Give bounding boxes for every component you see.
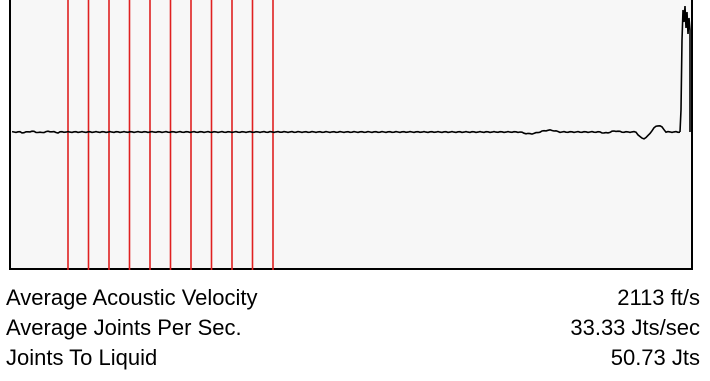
acoustic-trace-line xyxy=(11,124,681,140)
plot-area xyxy=(9,0,693,270)
readout-row-joints-to-liquid: Joints To Liquid 50.73 Jts xyxy=(0,343,710,373)
acoustic-velocity-value: 2113 ft/s xyxy=(617,285,700,310)
joints-per-sec-label: Average Joints Per Sec. xyxy=(6,315,242,340)
joints-per-sec-value: 33.33 Jts/sec xyxy=(570,315,700,340)
readout-row-acoustic-velocity: Average Acoustic Velocity 2113 ft/s xyxy=(0,283,710,313)
acoustic-trace-plot[interactable] xyxy=(0,0,710,270)
shot-readouts: Average Acoustic Velocity 2113 ft/s Aver… xyxy=(0,283,710,373)
acoustic-trace-panel[interactable] xyxy=(0,0,710,270)
acoustic-velocity-label: Average Acoustic Velocity xyxy=(6,285,258,310)
readout-row-joints-per-sec: Average Joints Per Sec. 33.33 Jts/sec xyxy=(0,313,710,343)
joints-to-liquid-value: 50.73 Jts xyxy=(610,345,700,370)
joints-to-liquid-label: Joints To Liquid xyxy=(6,345,158,370)
liquid-level-echo xyxy=(679,5,691,133)
joint-markers xyxy=(67,0,274,270)
